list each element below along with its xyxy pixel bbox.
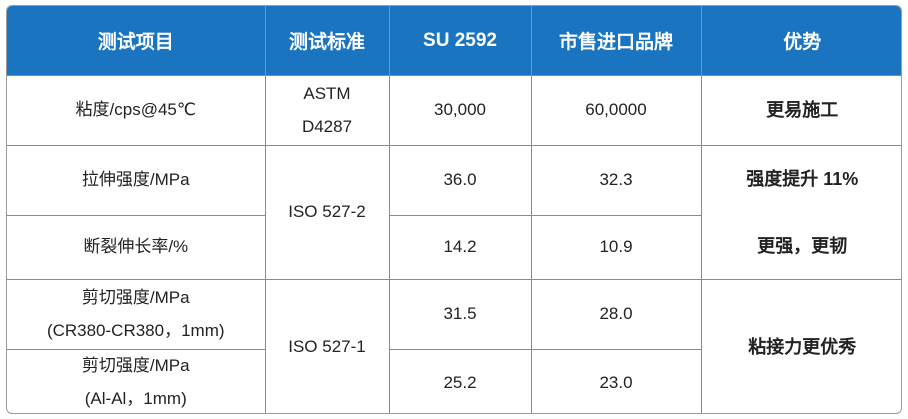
cell-su-value: 31.5 [388,279,532,350]
cell-market-value: 23.0 [530,349,701,413]
header-row: 测试项目 测试标准 SU 2592 市售进口品牌 优势 [7,6,901,76]
cell-advantage-merged: 强度提升 11% 更强，更韧 [700,145,901,280]
standard-line-1: ASTM [303,84,351,104]
cell-item: 剪切强度/MPa (Al-Al，1mm) [7,349,266,413]
cell-advantage-merged: 粘接力更优秀 [700,279,901,413]
header-test-item: 测试项目 [7,6,266,76]
cell-su-value: 14.2 [388,215,532,280]
cell-item: 断裂伸长率/% [7,215,266,280]
comparison-table: 测试项目 测试标准 SU 2592 市售进口品牌 优势 粘度/cps@45℃ A… [7,6,901,413]
cell-standard: ISO 527-1 [264,279,390,413]
standard-line-2: D4287 [301,116,353,136]
table-row: 剪切强度/MPa (Al-Al，1mm) 25.2 23.0 [7,349,901,413]
cell-standard: ISO 527-2 [264,145,390,280]
cell-su-value: 25.2 [388,349,532,413]
header-test-standard: 测试标准 [265,6,390,76]
cell-market-value: 60,0000 [530,75,702,146]
header-advantage: 优势 [701,6,901,76]
item-line-1: 剪切强度/MPa [81,356,190,376]
advantage-strength: 强度提升 11% [746,169,859,190]
cell-standard: ASTM D4287 [264,75,390,146]
table-row: 断裂伸长率/% 14.2 10.9 [7,215,901,280]
cell-market-value: 10.9 [530,215,701,280]
header-su2592: SU 2592 [389,6,532,76]
table-row: 粘度/cps@45℃ ASTM D4287 30,000 60,0000 更易施… [7,75,901,146]
table-row: 剪切强度/MPa (CR380-CR380，1mm) ISO 527-1 31.… [7,279,901,413]
item-line-1: 剪切强度/MPa [81,288,190,308]
comparison-table-container: 测试项目 测试标准 SU 2592 市售进口品牌 优势 粘度/cps@45℃ A… [6,5,902,414]
item-line-2: (Al-Al，1mm) [84,388,187,408]
table-row: 拉伸强度/MPa ISO 527-2 36.0 32.3 强度提升 11% 更强… [7,145,901,280]
cell-market-value: 32.3 [530,145,702,216]
header-market-brand: 市售进口品牌 [531,6,702,76]
cell-advantage: 更易施工 [700,75,901,146]
item-line-2: (CR380-CR380，1mm) [46,320,225,340]
cell-item: 拉伸强度/MPa [7,145,266,216]
advantage-toughness: 更强，更韧 [757,235,848,256]
cell-su-value: 36.0 [388,145,532,216]
cell-item: 粘度/cps@45℃ [7,75,266,146]
cell-market-value: 28.0 [530,279,702,350]
cell-su-value: 30,000 [388,75,532,146]
cell-item: 剪切强度/MPa (CR380-CR380，1mm) [7,279,266,350]
